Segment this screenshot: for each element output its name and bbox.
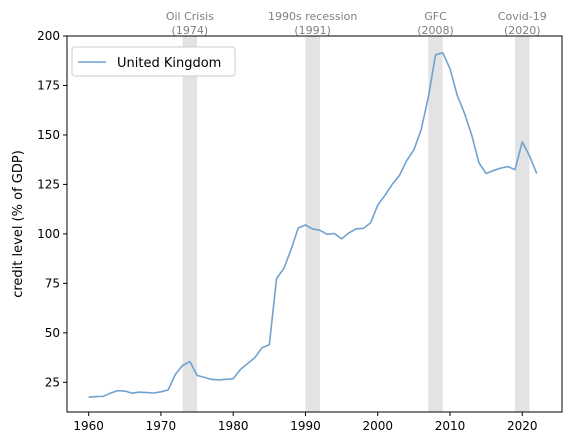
series-line-united-kingdom bbox=[88, 52, 538, 398]
event-label-year: (2020) bbox=[504, 24, 541, 37]
y-tick-label: 150 bbox=[37, 128, 60, 142]
series-lines bbox=[88, 52, 538, 398]
event-label-year: (1991) bbox=[294, 24, 331, 37]
event-label-name: GFC bbox=[424, 10, 447, 23]
y-tick-label: 50 bbox=[45, 326, 60, 340]
legend-box bbox=[71, 46, 236, 77]
legend: United Kingdom bbox=[71, 46, 236, 77]
event-labels: Oil Crisis(1974) 1990s recession(1991) GFC… bbox=[166, 10, 547, 37]
event-band bbox=[305, 36, 320, 412]
x-tick-label: 2000 bbox=[362, 419, 393, 433]
event-bands bbox=[182, 36, 530, 412]
event-label-year: (1974) bbox=[172, 24, 209, 37]
x-tick-label: 1980 bbox=[218, 419, 249, 433]
x-tick-label: 2010 bbox=[435, 419, 466, 433]
x-tick-label: 2020 bbox=[507, 419, 538, 433]
x-tick-label: 1960 bbox=[73, 419, 104, 433]
y-axis: 25 50 75 100 125 150 175 200 bbox=[37, 29, 67, 389]
event-band bbox=[515, 36, 530, 412]
event-label-name: Oil Crisis bbox=[166, 10, 214, 23]
y-tick-label: 125 bbox=[37, 177, 60, 191]
legend-label-united-kingdom: United Kingdom bbox=[117, 56, 221, 71]
plot-frame bbox=[66, 35, 563, 413]
x-tick-label: 1970 bbox=[146, 419, 177, 433]
event-label-year: (2008) bbox=[417, 24, 454, 37]
x-tick-label: 1990 bbox=[290, 419, 321, 433]
event-band bbox=[428, 36, 443, 412]
y-axis-label: credit level (% of GDP) bbox=[11, 150, 26, 298]
y-tick-label: 25 bbox=[45, 375, 60, 389]
y-tick-label: 75 bbox=[45, 276, 60, 290]
event-label-name: 1990s recession bbox=[268, 10, 357, 23]
event-band bbox=[182, 36, 198, 412]
x-axis: 1960 1970 1980 1990 2000 2010 2020 bbox=[73, 412, 538, 433]
event-label-name: Covid-19 bbox=[498, 10, 547, 23]
y-tick-label: 175 bbox=[37, 78, 60, 92]
y-tick-label: 100 bbox=[37, 227, 60, 241]
y-tick-label: 200 bbox=[37, 29, 60, 43]
